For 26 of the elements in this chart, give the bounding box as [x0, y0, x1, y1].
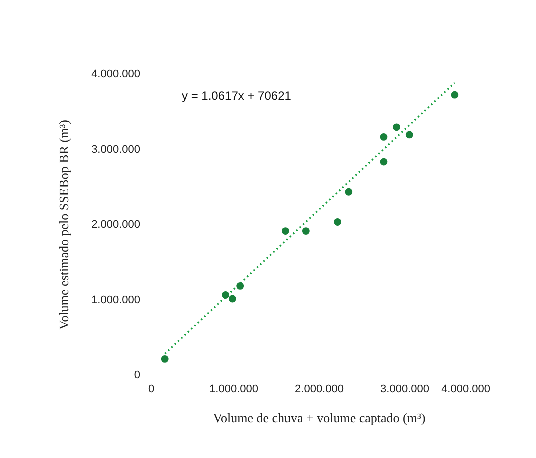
- point: [302, 228, 310, 235]
- point: [380, 158, 388, 166]
- annotation: y = 1.0617x + 70621: [182, 89, 292, 103]
- point: [406, 131, 414, 139]
- x-axis-title: Volume de chuva + volume captado (m³): [213, 410, 426, 426]
- x-tick-label: 1.000.000: [210, 384, 258, 396]
- point: [282, 228, 290, 235]
- x-tick-label: 3.000.000: [380, 384, 430, 396]
- point: [222, 292, 230, 299]
- point: [380, 134, 388, 141]
- point: [393, 124, 401, 132]
- y-tick-label: 4.000.000: [92, 68, 140, 80]
- y-tick-label: 0: [134, 370, 140, 382]
- y-tick-label: 1.000.000: [92, 294, 140, 306]
- y-tick-label: 3.000.000: [92, 144, 140, 156]
- x-tick-label: 2.000.000: [295, 384, 344, 396]
- y-tick-label: 2.000.000: [92, 219, 140, 231]
- y-axis-title: Volume estimado pelo SSEBop BR (m³): [56, 120, 72, 330]
- point: [334, 218, 342, 226]
- point: [451, 91, 459, 99]
- x-tick-label: 0: [148, 384, 155, 396]
- point: [161, 355, 169, 363]
- point: [228, 295, 236, 303]
- point: [236, 282, 244, 290]
- point: [345, 188, 353, 196]
- x-tick-label: 4.000.000: [442, 384, 490, 396]
